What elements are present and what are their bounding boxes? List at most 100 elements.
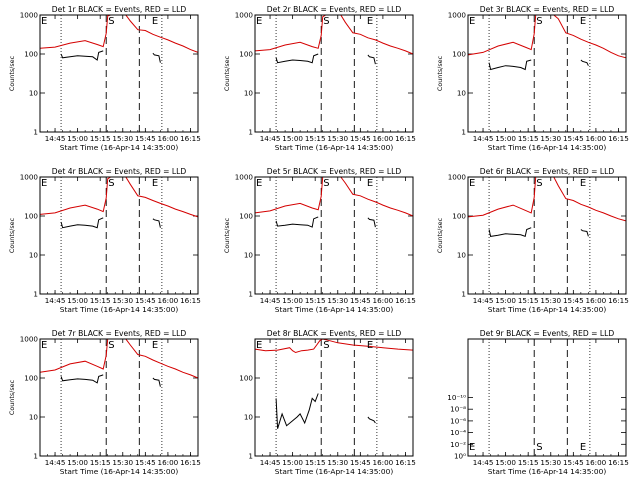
- x-tick-label: 16:15: [395, 458, 416, 467]
- y-tick-label: 10: [29, 413, 39, 422]
- y-tick-label: 10: [29, 251, 39, 260]
- x-tick-label: 16:15: [608, 134, 629, 143]
- event-annotation-label: S: [108, 16, 114, 27]
- x-tick-label: 16:00: [586, 458, 607, 467]
- chart-panel-7: Det 7r BLACK = Events, RED = LLD Counts/s…: [8, 329, 201, 476]
- x-tick-label: 15:45: [563, 134, 584, 143]
- x-tick-label: 15:15: [90, 296, 111, 305]
- y-tick-label: 100: [452, 50, 466, 59]
- event-annotation-label: E: [469, 16, 475, 27]
- y-tick-label: 10⁻¹⁰: [447, 393, 466, 402]
- chart-title: Det 7r BLACK = Events, RED = LLD: [52, 329, 187, 338]
- x-tick-label: 15:15: [305, 296, 326, 305]
- x-tick-label: 15:45: [350, 458, 371, 467]
- plot-frame: [467, 176, 627, 295]
- chart-panel-5: Det 5r BLACK = Events, RED = LLD Counts/s…: [223, 167, 416, 314]
- y-tick-label: 100: [452, 212, 466, 221]
- y-tick-label: 100: [239, 374, 253, 383]
- x-tick-label: 15:00: [495, 134, 516, 143]
- x-axis-label: Start Time (16-Apr-14 14:35:00): [60, 305, 179, 314]
- event-annotation-label: E: [152, 340, 158, 351]
- y-tick-label: 10: [457, 251, 467, 260]
- chart-panel-3: Det 3r BLACK = Events, RED = LLD Counts/s…: [436, 5, 629, 152]
- event-annotation-label: S: [536, 178, 542, 189]
- x-tick-label: 14:45: [260, 296, 281, 305]
- y-tick-label: 10⁻⁶: [450, 416, 466, 425]
- chart-title: Det 8r BLACK = Events, RED = LLD: [267, 329, 402, 338]
- y-axis-label: Counts/sec: [436, 55, 444, 91]
- x-tick-label: 14:45: [473, 458, 494, 467]
- events-series-line: [367, 54, 376, 65]
- y-tick-label: 1: [461, 128, 466, 137]
- y-tick-label: 1: [248, 128, 253, 137]
- y-tick-label: 10: [29, 89, 39, 98]
- x-tick-label: 15:00: [67, 134, 88, 143]
- chart-panel-6: Det 6r BLACK = Events, RED = LLD Counts/s…: [436, 167, 629, 314]
- x-tick-label: 16:15: [395, 296, 416, 305]
- y-tick-label: 1: [33, 290, 38, 299]
- plot-frame: [254, 338, 414, 457]
- chart-title: Det 3r BLACK = Events, RED = LLD: [480, 5, 615, 14]
- x-axis-label: Start Time (16-Apr-14 14:35:00): [488, 143, 607, 152]
- x-tick-label: 16:15: [395, 134, 416, 143]
- y-tick-label: 100: [24, 212, 38, 221]
- x-tick-label: 16:00: [158, 458, 179, 467]
- x-tick-label: 15:30: [112, 458, 133, 467]
- event-annotation-label: S: [108, 340, 114, 351]
- x-tick-label: 16:15: [608, 458, 629, 467]
- x-tick-label: 15:30: [540, 458, 561, 467]
- x-tick-label: 15:30: [112, 134, 133, 143]
- events-series-line: [367, 217, 376, 228]
- event-annotation-label: E: [41, 178, 47, 189]
- x-tick-label: 14:45: [45, 134, 66, 143]
- y-tick-label: 100: [239, 50, 253, 59]
- lld-series-line: [467, 14, 627, 59]
- y-tick-label: 100: [239, 212, 253, 221]
- x-tick-label: 15:15: [518, 134, 539, 143]
- y-axis-label: Counts/sec: [223, 55, 231, 91]
- x-tick-label: 15:15: [305, 458, 326, 467]
- chart-title: Det 5r BLACK = Events, RED = LLD: [267, 167, 402, 176]
- x-tick-label: 15:00: [495, 296, 516, 305]
- chart-panel-8: Det 8r BLACK = Events, RED = LLD Start Ti…: [239, 329, 416, 476]
- x-tick-label: 16:00: [586, 296, 607, 305]
- y-tick-label: 10: [244, 89, 254, 98]
- x-tick-label: 15:15: [518, 458, 539, 467]
- events-series-line: [152, 377, 161, 387]
- x-axis-label: Start Time (16-Apr-14 14:35:00): [275, 467, 394, 476]
- x-tick-label: 15:45: [135, 134, 156, 143]
- events-series-line: [488, 227, 532, 238]
- plot-frame: [467, 338, 627, 457]
- x-tick-label: 15:45: [563, 296, 584, 305]
- y-axis-label: Counts/sec: [8, 217, 16, 253]
- x-tick-label: 14:45: [260, 458, 281, 467]
- lld-series-line: [254, 14, 414, 55]
- x-tick-label: 16:00: [373, 296, 394, 305]
- events-series-line: [275, 53, 319, 64]
- x-axis-label: Start Time (16-Apr-14 14:35:00): [488, 305, 607, 314]
- events-series-line: [152, 218, 161, 228]
- event-annotation-label: S: [323, 178, 329, 189]
- x-tick-label: 15:00: [282, 296, 303, 305]
- event-annotation-label: S: [108, 178, 114, 189]
- event-annotation-label: S: [536, 442, 542, 453]
- lld-series-line: [254, 338, 414, 354]
- events-series-line: [580, 59, 589, 66]
- events-series-line: [488, 59, 532, 71]
- x-tick-label: 15:45: [135, 458, 156, 467]
- y-tick-label: 1: [33, 128, 38, 137]
- x-tick-label: 15:15: [305, 134, 326, 143]
- y-tick-label: 1000: [448, 11, 467, 20]
- x-tick-label: 15:30: [540, 296, 561, 305]
- y-tick-label: 1000: [448, 173, 467, 182]
- x-axis-label: Start Time (16-Apr-14 14:35:00): [60, 143, 179, 152]
- lld-series-line: [39, 14, 199, 53]
- y-tick-label: 10⁻⁴: [450, 428, 466, 437]
- events-series-line: [60, 374, 104, 384]
- chart-panel-2: Det 2r BLACK = Events, RED = LLD Counts/s…: [223, 5, 416, 152]
- x-tick-label: 15:45: [135, 296, 156, 305]
- x-tick-label: 15:30: [540, 134, 561, 143]
- y-tick-label: 10: [457, 89, 467, 98]
- y-tick-label: 10: [244, 413, 254, 422]
- x-tick-label: 15:00: [67, 296, 88, 305]
